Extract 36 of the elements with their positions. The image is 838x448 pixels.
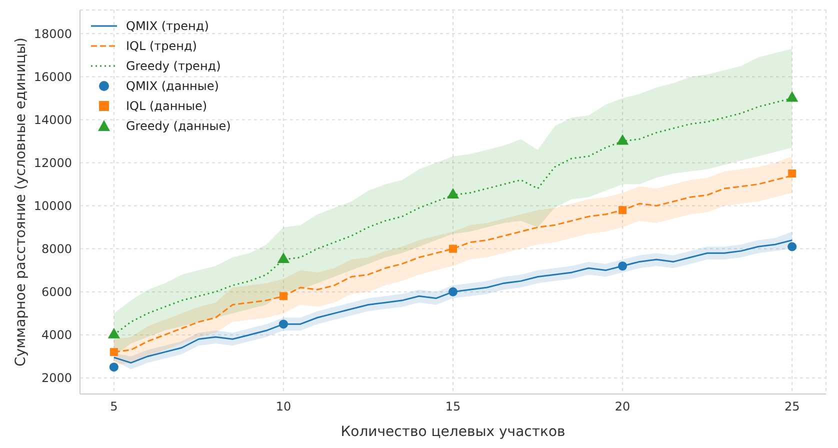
y-axis-title: Суммарное расстояние (условные единицы) bbox=[12, 38, 29, 366]
point bbox=[110, 348, 118, 356]
y-tick-label: 18000 bbox=[34, 26, 72, 41]
y-tick-label: 6000 bbox=[41, 285, 72, 300]
point bbox=[616, 134, 629, 145]
point bbox=[446, 188, 460, 199]
point bbox=[279, 292, 288, 300]
x-axis-title: Количество целевых участков bbox=[340, 424, 566, 440]
point bbox=[277, 252, 290, 264]
point bbox=[618, 206, 627, 214]
y-tick-label: 8000 bbox=[41, 242, 72, 256]
point bbox=[109, 362, 118, 372]
point bbox=[786, 91, 798, 102]
legend-label: Greedy (тренд) bbox=[126, 58, 221, 75]
y-tick-label: 12000 bbox=[34, 156, 72, 170]
point bbox=[278, 320, 288, 329]
legend-label: IQL (данные) bbox=[126, 98, 208, 115]
legend-label: IQL (тренд) bbox=[126, 38, 197, 55]
y-tick-label: 10000 bbox=[34, 199, 72, 214]
y-tick-label: 2000 bbox=[41, 371, 72, 386]
legend-label: QMIX (данные) bbox=[126, 78, 219, 95]
point bbox=[618, 261, 628, 271]
y-tick-label: 16000 bbox=[34, 70, 72, 84]
point bbox=[449, 244, 457, 253]
point bbox=[788, 242, 797, 252]
x-tick-label: 5 bbox=[110, 400, 118, 414]
x-tick-label: 15 bbox=[445, 400, 461, 414]
x-tick-label: 20 bbox=[614, 400, 630, 414]
x-tick-label: 25 bbox=[784, 400, 800, 414]
point bbox=[448, 287, 458, 296]
y-tick-label: 14000 bbox=[34, 112, 72, 127]
point bbox=[788, 169, 796, 178]
x-tick-label: 10 bbox=[276, 400, 292, 414]
legend-label: QMIX (тренд) bbox=[126, 18, 209, 35]
legend-label: Greedy (данные) bbox=[126, 118, 231, 135]
y-tick-label: 4000 bbox=[41, 328, 72, 342]
